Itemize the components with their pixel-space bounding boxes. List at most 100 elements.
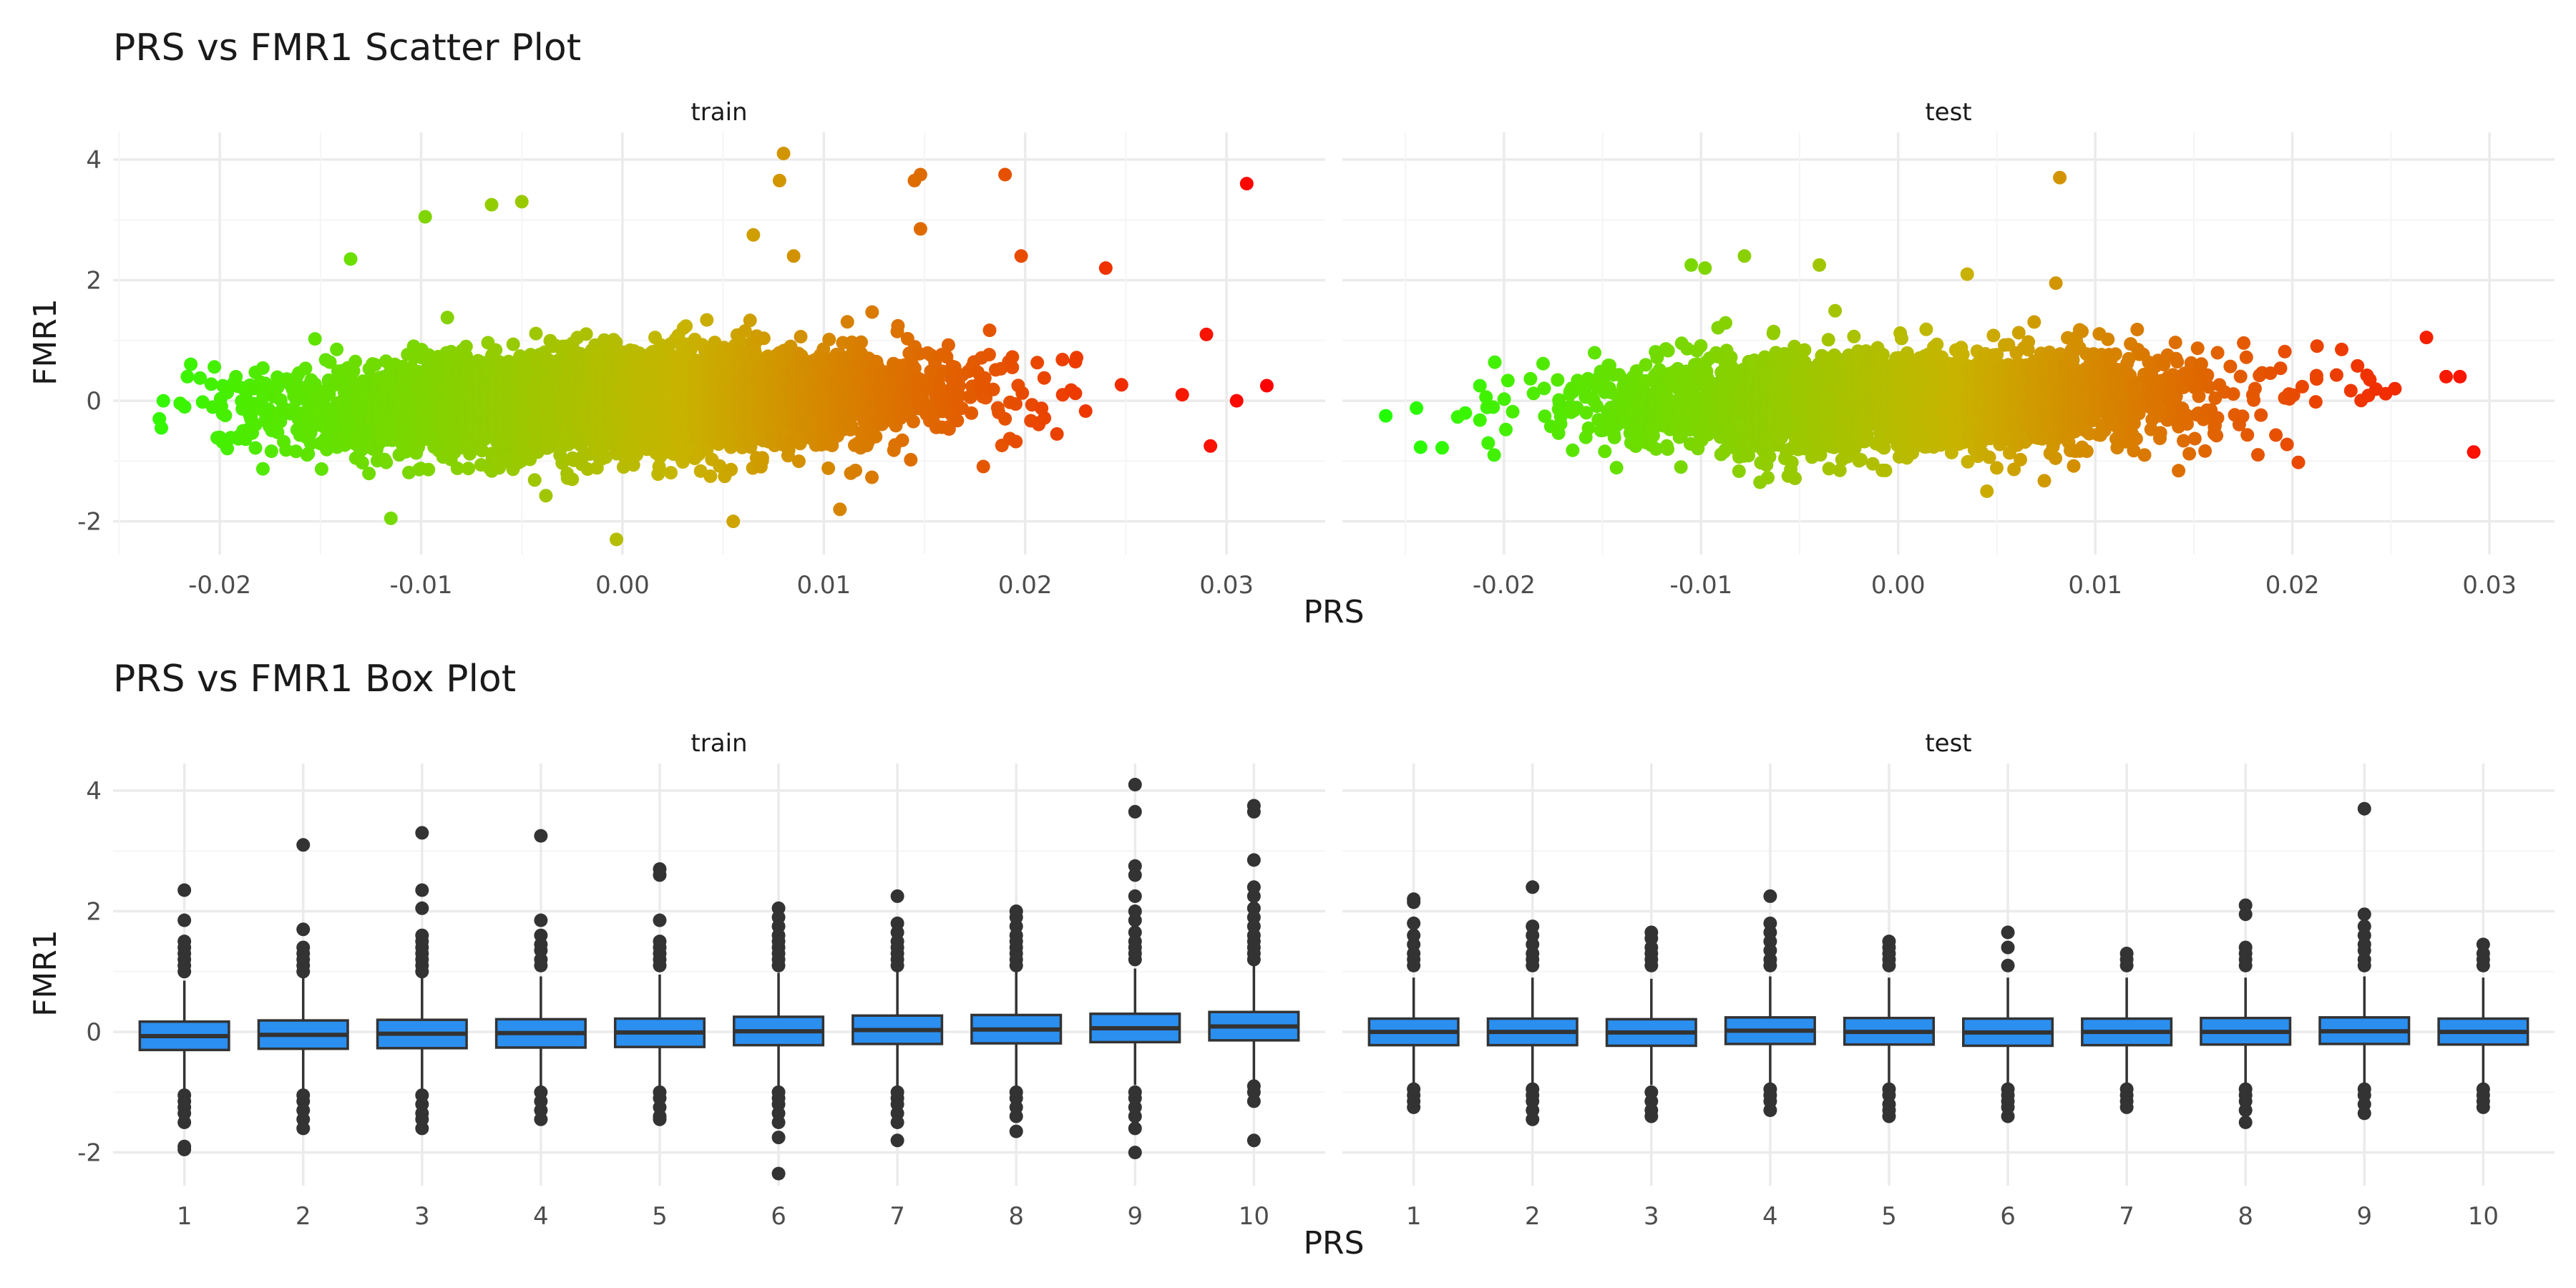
scatter-train-point [368,358,382,372]
scatter-train-point [506,337,520,351]
scatter-train-point [330,342,344,356]
scatter-train-point [314,462,328,476]
scatter-train-point [840,315,854,329]
scatter-train-point [610,532,623,547]
scatter-train-point [155,421,168,435]
scatter-train-y-tick-label: 0 [86,387,102,416]
scatter-train-point [913,167,927,182]
scatter-train-point [301,447,316,461]
scatter-panel-train: -2 0 2 4 -0.02 -0.01 0.00 0.01 0.02 0.03 [77,132,1325,600]
scatter-train-point [180,369,195,384]
scatter-train-point [822,333,836,346]
scatter-train-point [204,377,218,391]
scatter-train-point [821,461,836,475]
scatter-train-point [539,489,553,503]
scatter-train-point [891,318,905,333]
scatter-train-point [489,343,503,357]
scatter-x-axis-title: PRS [1303,594,1364,630]
scatter-train-point [865,305,879,319]
scatter-train-point [746,228,761,242]
scatter-train-point [270,381,285,395]
scatter-train-point [308,332,322,346]
scatter-train-point [514,195,529,209]
scatter-train-point [786,249,801,263]
scatter-train-x-tick-label: 0.01 [796,571,851,600]
scatter-train-point [255,462,270,476]
scatter-train-point [255,361,270,375]
scatter-train-point [755,451,769,465]
scatter-train-point [579,327,593,341]
scatter-train-point [343,252,358,266]
scatter-train-point [529,326,543,341]
scatter-train-point [177,400,192,414]
scatter-train-point [193,371,208,385]
scatter-train-point [849,464,862,477]
scatter-train-point [208,360,222,374]
scatter-train-point [362,467,376,481]
box-strip-test: test [1925,729,1971,758]
scatter-train-point [440,311,454,325]
scatter-train-point [462,462,476,476]
scatter-strip-train: train [691,98,747,127]
scatter-train-point [895,433,909,447]
scatter-train-point [418,210,432,224]
scatter-train-point [459,339,473,353]
scatter-train-point [772,173,786,187]
scatter-train-point [865,470,879,484]
scatter-train-point [833,502,847,517]
scatter-train-point [941,338,955,352]
scatter-train-point [450,462,464,475]
scatter-train-point [323,355,337,369]
box-plot-title: PRS vs FMR1 Box Plot [113,658,516,701]
box-strip-train: train [691,729,747,758]
scatter-train-point [700,313,714,327]
scatter-train-point [869,429,883,444]
scatter-train-point [264,444,278,459]
scatter-train-point [932,379,946,393]
scatter-train-x-tick-label: -0.01 [390,571,453,600]
scatter-train-point [913,222,927,236]
box-y-axis-title: FMR1 [27,930,64,1017]
scatter-train-point [527,473,542,487]
scatter-train-point [743,313,757,328]
scatter-train-point [355,456,369,470]
scatter-train-x-tick-label: 0.02 [998,571,1053,600]
scatter-train-point [459,349,473,363]
scatter-train-point [703,469,718,483]
scatter-train-point [279,443,293,457]
scatter-train-point [484,197,499,212]
scatter-train-point [289,444,303,459]
scatter-train-y-tick-label: 2 [86,267,102,296]
scatter-train-point [565,472,580,487]
scatter-train-point [906,414,920,429]
scatter-train-point [156,394,170,408]
scatter-plot-title: PRS vs FMR1 Scatter Plot [113,26,581,69]
scatter-train-y-tick-label: -2 [77,508,102,537]
scatter-strip-test: test [1925,98,1971,127]
scatter-train-point [195,395,210,409]
scatter-y-axis-title: FMR1 [27,298,64,386]
scatter-train-point [791,454,806,469]
scatter-train-point [220,386,234,400]
scatter-train-point [726,514,741,529]
scatter-train-point [218,409,233,423]
scatter-train-point [399,444,413,459]
scatter-train-point [904,453,918,467]
scatter-train-x-tick-label: 0.03 [1199,571,1254,600]
scatter-train-point [184,357,198,371]
scatter-train-x-tick-label: -0.02 [188,571,251,600]
scatter-train-point [679,319,693,333]
scatter-train-point [348,354,363,369]
scatter-train-point [220,441,235,456]
scatter-train-x-tick-label: 0.00 [595,571,650,600]
scatter-train-point [794,330,808,343]
scatter-train-point [421,462,436,477]
scatter-train-point [248,441,263,455]
scatter-train-y-tick-label: 4 [86,146,102,175]
scatter-train-point [776,147,791,160]
scatter-train-point [298,361,313,376]
scatter-train-point [724,462,738,477]
scatter-train-point [379,455,394,469]
scatter-train-point [384,511,398,525]
